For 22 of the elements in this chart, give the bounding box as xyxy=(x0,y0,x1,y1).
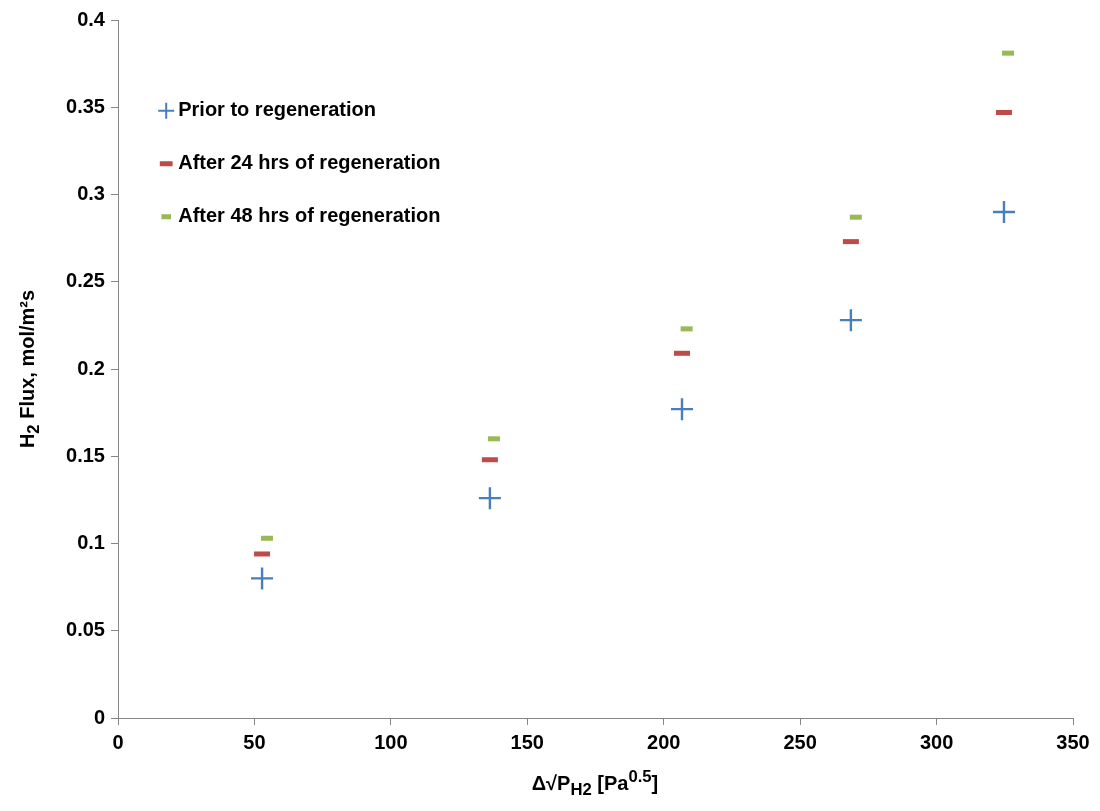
y-tick-label: 0 xyxy=(93,705,105,728)
legend-label: Prior to regeneration xyxy=(178,98,377,121)
x-tick-label: 50 xyxy=(243,730,266,753)
x-tick-label: 300 xyxy=(919,730,954,753)
x-tick-label: 200 xyxy=(647,730,681,753)
x-tick-label: 350 xyxy=(1056,730,1090,753)
y-tick-label: 0.1 xyxy=(77,531,105,554)
point xyxy=(251,567,274,590)
x-tick-label: 100 xyxy=(374,730,408,753)
y-tick-label: 0.2 xyxy=(77,356,105,379)
y-tick-label: 0.05 xyxy=(66,618,105,641)
x-tick-label: 0 xyxy=(112,730,124,753)
legend-label: After 24 hrs of regeneration xyxy=(178,151,441,174)
x-tick-label: 250 xyxy=(783,730,817,753)
x-tick-label: 150 xyxy=(510,730,544,753)
y-tick-label: 0.15 xyxy=(66,443,105,466)
y-tick-label: 0.25 xyxy=(66,269,105,292)
y-tick-label: 0.3 xyxy=(77,182,105,205)
legend-label: After 48 hrs of regeneration xyxy=(178,204,441,227)
y-tick-label: 0.4 xyxy=(77,7,106,30)
y-tick-label: 0.35 xyxy=(66,94,105,117)
x-axis-title: Δ√P$_{H2}$ [Pa$^{0.5}$] xyxy=(531,767,659,800)
